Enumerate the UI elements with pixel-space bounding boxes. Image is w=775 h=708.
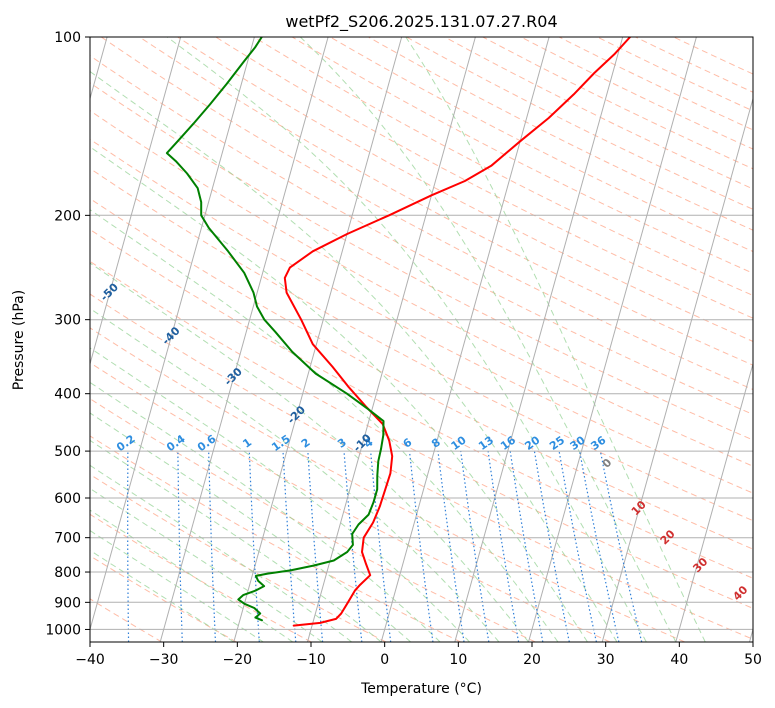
mixing-ratio-line [460, 451, 490, 642]
dry-adiabat-line [90, 82, 753, 441]
mixing-ratio-line [343, 451, 363, 642]
moist-adiabat-line [90, 209, 559, 642]
x-axis-label: Temperature (°C) [360, 681, 482, 697]
dry-adiabat-line [90, 362, 611, 642]
y-axis-ticks: 100 200 300 400 500 600 700 800 900 1000 [45, 30, 90, 638]
x-tick-label: 50 [744, 652, 762, 668]
isotherm-line [90, 37, 255, 632]
dewpoint-trace [165, 37, 385, 622]
mixing-ratio-line [370, 451, 392, 642]
y-tick-label: 600 [54, 491, 81, 507]
moist-adiabat-line [90, 307, 500, 642]
y-tick-label: 700 [54, 531, 81, 547]
x-tick-label: 40 [670, 652, 688, 668]
isotherm-line [675, 361, 753, 642]
dry-adiabat-line [90, 293, 753, 640]
moist-adiabat-line [90, 464, 352, 642]
mixing-ratio-line [307, 451, 324, 642]
mixing-ratio-line [408, 451, 434, 642]
plot-frame [89, 36, 754, 643]
isotherm-line [454, 37, 624, 642]
y-tick-label: 200 [54, 208, 81, 224]
x-tick-label: 30 [597, 652, 615, 668]
dry-adiabat-line [90, 55, 753, 415]
isotherm-line [528, 37, 697, 642]
x-tick-label: −10 [296, 652, 326, 668]
isotherm-line [90, 37, 182, 366]
dry-adiabat-line [90, 228, 753, 579]
x-tick-label: −20 [223, 652, 253, 668]
mixing-ratio-line [558, 450, 597, 642]
x-tick-label: 20 [523, 652, 541, 668]
isotherm-line [307, 37, 476, 642]
moist-adiabat-line [90, 487, 323, 642]
x-tick-label: −30 [149, 652, 179, 668]
dry-adiabat-line [90, 260, 753, 609]
moist-adiabat-line [90, 530, 264, 642]
dry-adiabat-line [90, 110, 753, 467]
isotherm-line [159, 37, 329, 642]
y-tick-label: 400 [54, 387, 81, 403]
mixing-ratio-line [437, 451, 465, 642]
moist-adiabat-line [90, 146, 588, 642]
mixing-ratio-line [599, 450, 643, 642]
dry-adiabat-line [90, 327, 685, 642]
y-tick-label: 300 [54, 313, 81, 329]
moist-adiabat-line [90, 509, 294, 642]
isotherm-line [380, 37, 550, 642]
x-tick-label: 10 [449, 652, 467, 668]
y-tick-label: 500 [54, 444, 81, 460]
y-tick-label: 900 [54, 595, 81, 611]
y-tick-label: 800 [54, 565, 81, 581]
moist-adiabat-line [90, 439, 382, 642]
chart-title: wetPf2_S206.2025.131.07.27.R04 [285, 12, 557, 32]
x-tick-label: −40 [75, 652, 105, 668]
dry-adiabat-line [90, 473, 387, 642]
temperature-trace [283, 37, 632, 627]
moist-adiabat-line [405, 37, 706, 642]
y-tick-label: 100 [54, 30, 81, 46]
moist-adiabat-line [299, 37, 677, 642]
sounding-traces [165, 37, 632, 627]
dry-adiabat-line [90, 398, 536, 642]
moist-adiabat-line [90, 549, 235, 642]
moist-adiabat-line [90, 262, 529, 642]
background-lines [90, 37, 753, 642]
y-tick-label: 1000 [45, 622, 81, 638]
moist-adiabat-line [166, 37, 647, 642]
dry-adiabat-line [90, 513, 312, 642]
x-axis-ticks: −40 −30 −20 −10 0 10 20 30 40 50 [75, 642, 762, 668]
y-axis-label: Pressure (hPa) [11, 290, 27, 390]
moist-adiabat-line [90, 70, 618, 642]
mixing-ratio-line [579, 450, 620, 642]
isotherm-line [233, 37, 403, 642]
isotherm-line [601, 96, 753, 642]
moist-adiabat-line [90, 381, 441, 642]
x-tick-label: 0 [380, 652, 389, 668]
mixing-ratio-line [533, 450, 570, 642]
